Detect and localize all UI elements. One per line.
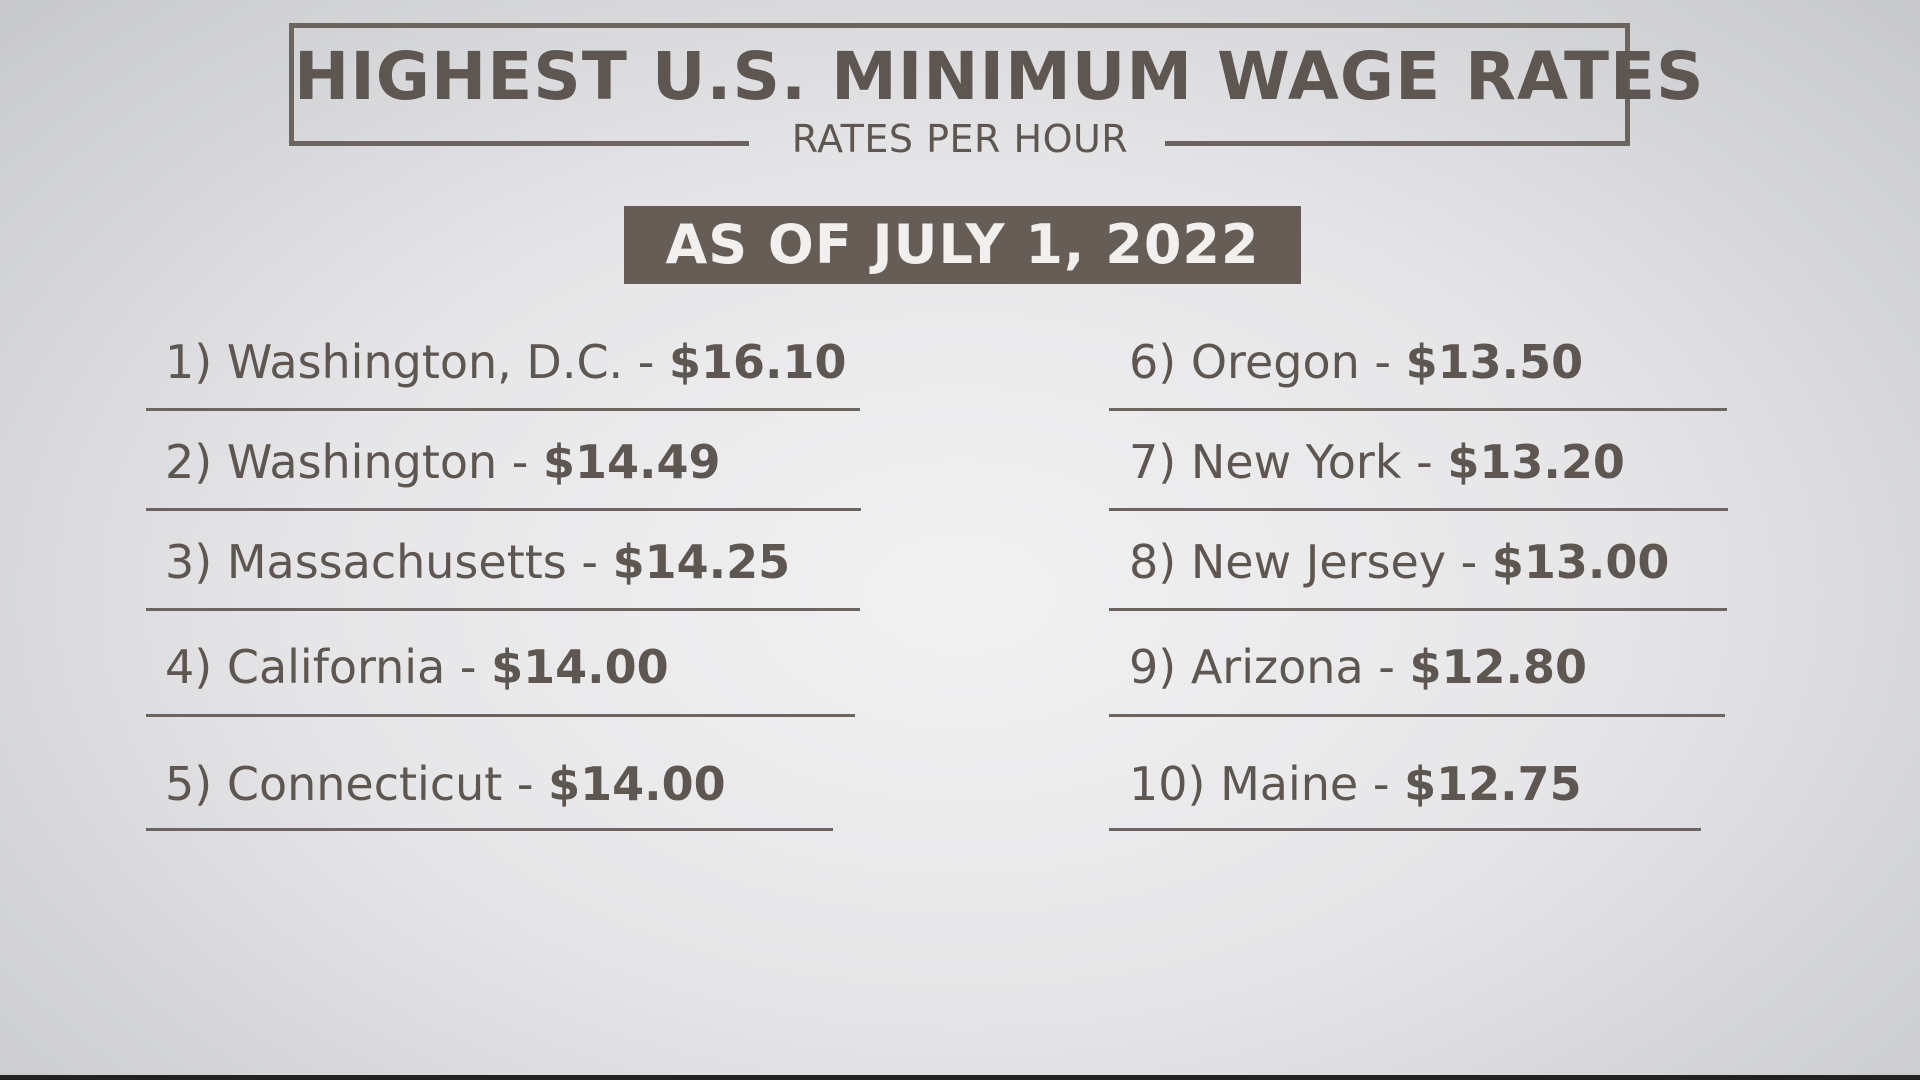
list-item-label: 6) Oregon -: [1129, 335, 1406, 389]
list-item-label: 3) Massachusetts -: [165, 535, 613, 589]
list-item-price: $16.10: [669, 335, 847, 389]
list-item: 9) Arizona - $12.80: [1109, 640, 1725, 717]
list-item: 7) New York - $13.20: [1109, 435, 1728, 511]
list-item-price: $12.80: [1409, 640, 1587, 694]
list-item-price: $14.00: [491, 640, 669, 694]
list-item-label: 4) California -: [165, 640, 492, 694]
title-frame: HIGHEST U.S. MINIMUM WAGE RATES: [289, 23, 1705, 146]
list-item: 3) Massachusetts - $14.25: [146, 535, 860, 611]
list-item-price: $13.00: [1491, 535, 1670, 589]
date-badge: AS OF JULY 1, 2022: [624, 206, 1301, 284]
list-item-label: 8) New Jersey -: [1129, 535, 1492, 589]
list-item: 4) California - $14.00: [146, 640, 855, 717]
list-item: 10) Maine - $12.75: [1109, 757, 1701, 831]
list-item-price: $14.49: [543, 435, 721, 489]
list-item-label: 9) Arizona -: [1129, 640, 1410, 694]
bottom-border: [0, 1075, 1920, 1080]
list-item: 5) Connecticut - $14.00: [146, 757, 833, 831]
list-item-price: $12.75: [1404, 757, 1582, 811]
frame-rule-right: [1165, 141, 1630, 146]
page-subtitle: RATES PER HOUR: [791, 117, 1129, 161]
frame-rule-left: [289, 141, 749, 146]
page-title: HIGHEST U.S. MINIMUM WAGE RATES: [294, 38, 1705, 115]
list-item-price: $14.00: [548, 757, 726, 811]
list-item: 1) Washington, D.C. - $16.10: [146, 335, 860, 411]
list-item-label: 1) Washington, D.C. -: [165, 335, 670, 389]
list-item-price: $13.20: [1447, 435, 1625, 489]
list-item: 2) Washington - $14.49: [146, 435, 861, 511]
list-item: 6) Oregon - $13.50: [1109, 335, 1727, 411]
list-item-label: 5) Connecticut -: [165, 757, 549, 811]
list-item-price: $13.50: [1405, 335, 1584, 389]
list-item-price: $14.25: [612, 535, 791, 589]
list-item-label: 2) Washington -: [165, 435, 543, 489]
list-item-label: 7) New York -: [1129, 435, 1448, 489]
list-item-label: 10) Maine -: [1129, 757, 1405, 811]
list-item: 8) New Jersey - $13.00: [1109, 535, 1727, 611]
